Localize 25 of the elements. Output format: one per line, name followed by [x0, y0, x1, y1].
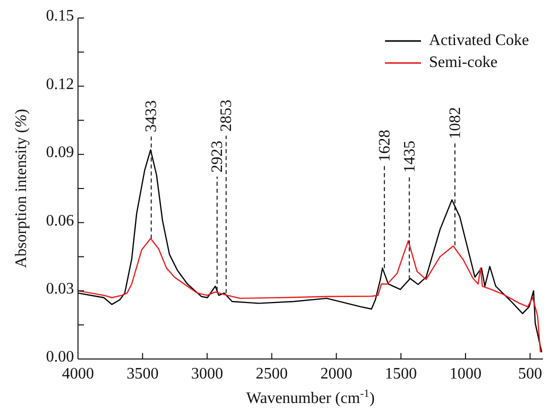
y-tick-label: 0.06 [46, 212, 74, 230]
y-tick-label: 0.12 [46, 76, 74, 93]
x-tick-label: 2500 [256, 365, 288, 382]
x-tick-label: 3000 [191, 365, 224, 382]
annotation: 2923 [209, 140, 226, 173]
x-tick-label: 2000 [320, 365, 352, 382]
x-tick-label: 500 [518, 365, 542, 382]
y-tick-label: 0.09 [46, 144, 74, 162]
line-series [78, 238, 542, 353]
legend-label: Semi-coke [429, 53, 498, 73]
x-tick-label: 1500 [384, 365, 417, 382]
x-tick-label: 4000 [62, 365, 94, 382]
y-tick-label: 0.00 [46, 348, 74, 366]
annotation: 1435 [401, 140, 418, 173]
y-tick-label: 0.03 [46, 280, 74, 298]
annotation: 2853 [218, 100, 236, 132]
legend-label: Activated Coke [429, 31, 529, 51]
y-axis-title: Absorption intensity (%) [13, 108, 30, 268]
annotation: 1082 [446, 107, 464, 140]
x-tick-label: 3500 [126, 365, 159, 382]
annotation: 1628 [376, 130, 394, 162]
x-axis-title: Wavenumber (cm$^{-1}$) [246, 388, 375, 407]
annotation: 3433 [143, 100, 160, 132]
y-tick-label: 0.15 [46, 8, 74, 25]
x-tick-label: 1000 [450, 365, 482, 382]
